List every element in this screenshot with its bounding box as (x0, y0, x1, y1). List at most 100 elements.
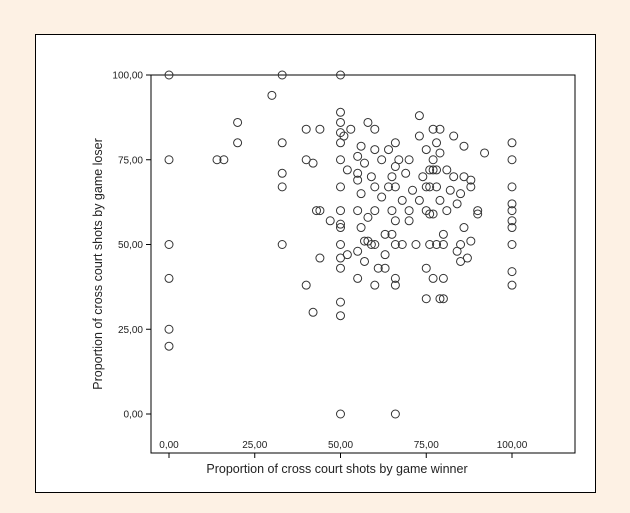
data-point (435, 148, 445, 158)
data-point (380, 263, 390, 273)
data-point (308, 307, 318, 317)
data-point (377, 192, 387, 202)
data-point (370, 240, 380, 249)
data-point (438, 273, 448, 283)
data-point (438, 294, 448, 304)
data-point (363, 212, 373, 222)
data-point (425, 182, 435, 192)
y-tick-label: 0,00 (124, 410, 144, 421)
data-point (277, 240, 287, 249)
data-point (301, 124, 311, 134)
x-tick-label: 50,00 (328, 440, 353, 451)
data-point (428, 155, 438, 165)
x-tick-label: 100,00 (497, 440, 528, 451)
data-point (428, 273, 438, 283)
data-point (432, 138, 442, 148)
data-point (267, 90, 277, 100)
data-point (315, 206, 325, 216)
data-point (336, 409, 345, 419)
data-point (466, 236, 476, 246)
data-point (432, 165, 442, 175)
data-point (164, 155, 174, 165)
data-point (459, 141, 469, 151)
data-point (380, 250, 390, 260)
data-point (370, 124, 380, 134)
data-point (390, 182, 400, 192)
data-point (442, 206, 452, 216)
data-point (339, 131, 349, 141)
data-point (387, 229, 397, 239)
data-point (449, 172, 459, 182)
y-tick-label: 75,00 (118, 155, 143, 166)
x-axis-title: Proportion of cross court shots by game … (206, 462, 467, 476)
data-point (353, 206, 363, 216)
data-point (390, 280, 400, 290)
data-point (394, 155, 404, 165)
data-point (325, 216, 335, 226)
x-tick-label: 0,00 (159, 440, 179, 451)
data-point (370, 145, 380, 155)
y-axis-title: Proportion of cross court shots by game … (91, 138, 105, 390)
data-point (346, 124, 356, 134)
data-point (401, 168, 411, 178)
data-point (370, 182, 380, 192)
data-point (428, 124, 438, 134)
data-point (277, 168, 287, 178)
data-point (435, 124, 445, 134)
data-point (311, 206, 321, 216)
data-point (408, 185, 418, 195)
data-point (353, 151, 363, 161)
data-point (356, 223, 366, 233)
data-point (384, 145, 394, 155)
data-point (301, 280, 311, 290)
y-axis: 0,00 25,00 50,00 75,00 100,00 (112, 71, 151, 421)
x-axis: 0,00 25,00 50,00 75,00 100,00 (159, 440, 528, 458)
data-point (336, 311, 345, 321)
data-point (507, 155, 517, 165)
data-point (456, 189, 466, 199)
data-point (366, 240, 376, 249)
data-point (390, 240, 400, 249)
data-point (414, 195, 424, 205)
data-point (342, 250, 352, 260)
data-point (363, 117, 373, 127)
data-point (397, 195, 407, 205)
data-point (315, 124, 325, 134)
data-points (164, 70, 517, 419)
data-point (336, 223, 345, 233)
data-point (164, 240, 174, 249)
x-tick-label: 25,00 (242, 440, 267, 451)
data-point (353, 175, 363, 185)
data-point (507, 206, 517, 216)
data-point (418, 172, 428, 182)
data-point (473, 209, 483, 219)
data-point (342, 165, 352, 175)
data-point (336, 128, 345, 138)
data-point (360, 158, 370, 168)
data-point (336, 117, 345, 127)
data-point (336, 107, 345, 117)
data-point (164, 273, 174, 283)
data-point (449, 131, 459, 141)
data-point (373, 263, 383, 273)
data-point (456, 240, 466, 249)
data-point (360, 256, 370, 266)
data-point (435, 294, 445, 304)
data-point (452, 199, 462, 209)
data-point (277, 138, 287, 148)
data-point (233, 138, 243, 148)
data-point (466, 175, 476, 185)
data-point (336, 263, 345, 273)
data-point (425, 240, 435, 249)
data-point (397, 240, 407, 249)
data-point (233, 117, 243, 127)
data-point (466, 182, 476, 192)
data-point (390, 409, 400, 419)
data-point (421, 294, 431, 304)
data-point (336, 182, 345, 192)
plot-area (150, 74, 576, 454)
data-point (425, 209, 435, 219)
data-point (336, 297, 345, 307)
data-point (435, 195, 445, 205)
data-point (507, 280, 517, 290)
